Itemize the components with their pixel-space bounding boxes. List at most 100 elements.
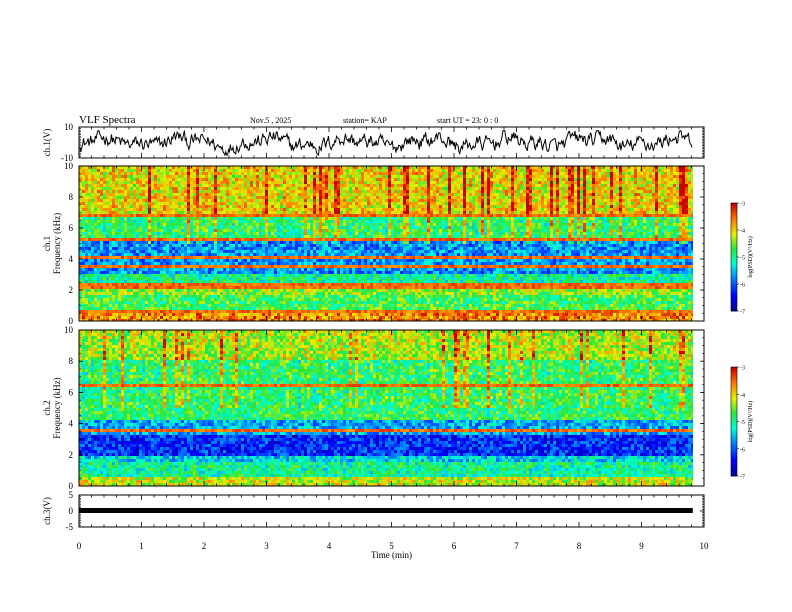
spectrogram-cell <box>565 232 569 236</box>
spectrogram-cell <box>574 223 578 227</box>
spectrogram-cell <box>580 232 584 236</box>
spectrogram-cell <box>208 190 212 194</box>
spectrogram-cell <box>556 211 560 215</box>
spectrogram-cell <box>445 184 449 188</box>
spectrogram-cell <box>544 223 548 227</box>
spectrogram-cell <box>529 223 533 227</box>
spectrogram-cell <box>487 214 491 218</box>
spectrogram-cell <box>649 208 653 212</box>
spectrogram-cell <box>223 190 227 194</box>
spectrogram-cell <box>91 166 95 170</box>
spectrogram-cell <box>457 196 461 200</box>
spectrogram-cell <box>343 211 347 215</box>
spectrogram-cell <box>652 214 656 218</box>
spectrogram-cell <box>148 190 152 194</box>
spectrogram-cell <box>538 211 542 215</box>
spectrogram-cell <box>523 220 527 224</box>
spectrogram-cell <box>205 166 209 170</box>
spectrogram-cell <box>436 193 440 197</box>
spectrogram-cell <box>523 205 527 209</box>
spectrogram-cell <box>214 178 218 182</box>
spectrogram-cell <box>547 223 551 227</box>
spectrogram-cell <box>316 181 320 185</box>
spectrogram-cell <box>307 235 311 239</box>
spectrogram-cell <box>208 193 212 197</box>
spectrogram-cell <box>175 229 179 233</box>
spectrogram-cell <box>220 187 224 191</box>
spectrogram-cell <box>283 205 287 209</box>
spectrogram-cell <box>247 205 251 209</box>
spectrogram-cell <box>679 199 683 203</box>
spectrogram-cell <box>355 214 359 218</box>
spectrogram-cell <box>655 175 659 179</box>
spectrogram-cell <box>241 196 245 200</box>
spectrogram-cell <box>286 196 290 200</box>
spectrogram-cell <box>472 217 476 221</box>
spectrogram-cell <box>322 190 326 194</box>
spectrogram-cell <box>583 187 587 191</box>
spectrogram-cell <box>562 208 566 212</box>
spectrogram-cell <box>310 235 314 239</box>
spectrogram-cell <box>490 226 494 230</box>
spectrogram-cell <box>247 217 251 221</box>
spectrogram-cell <box>367 226 371 230</box>
spectrogram-cell <box>289 169 293 173</box>
spectrogram-cell <box>190 199 194 203</box>
spectrogram-cell <box>643 205 647 209</box>
spectrogram-cell <box>661 166 665 170</box>
spectrogram-cell <box>262 193 266 197</box>
spectrogram-cell <box>112 199 116 203</box>
spectrogram-cell <box>583 226 587 230</box>
spectrogram-cell <box>358 211 362 215</box>
spectrogram-cell <box>103 199 107 203</box>
spectrogram-cell <box>655 217 659 221</box>
spectrogram-cell <box>664 223 668 227</box>
spectrogram-cell <box>484 217 488 221</box>
spectrogram-cell <box>325 202 329 206</box>
spectrogram-cell <box>397 235 401 239</box>
spectrogram-cell <box>118 190 122 194</box>
spectrogram-cell <box>673 181 677 185</box>
spectrogram-cell <box>622 217 626 221</box>
spectrogram-cell <box>97 229 101 233</box>
spectrogram-cell <box>94 226 98 230</box>
spectrogram-cell <box>133 220 137 224</box>
spectrogram-cell <box>187 169 191 173</box>
spectrogram-cell <box>526 220 530 224</box>
spectrogram-cell <box>118 178 122 182</box>
spectrogram-cell <box>430 211 434 215</box>
spectrogram-cell <box>541 184 545 188</box>
spectrogram-cell <box>607 220 611 224</box>
spectrogram-cell <box>106 184 110 188</box>
spectrogram-cell <box>94 193 98 197</box>
spectrogram-cell <box>526 178 530 182</box>
spectrogram-cell <box>262 196 266 200</box>
spectrogram-cell <box>241 169 245 173</box>
spectrogram-cell <box>178 199 182 203</box>
spectrogram-cell <box>196 220 200 224</box>
spectrogram-cell <box>406 172 410 176</box>
spectrogram-cell <box>502 196 506 200</box>
spectrogram-cell <box>571 226 575 230</box>
spectrogram-cell <box>262 226 266 230</box>
spectrogram-cell <box>139 193 143 197</box>
spectrogram-cell <box>166 187 170 191</box>
spectrogram-cell <box>88 166 92 170</box>
spectrogram-cell <box>502 208 506 212</box>
spectrogram-cell <box>523 190 527 194</box>
spectrogram-cell <box>463 175 467 179</box>
spectrogram-cell <box>613 220 617 224</box>
spectrogram-cell <box>238 190 242 194</box>
spectrogram-cell <box>187 226 191 230</box>
spectrogram-cell <box>685 223 689 227</box>
spectrogram-cell <box>502 181 506 185</box>
spectrogram-cell <box>121 211 125 215</box>
spectrogram-cell <box>115 184 119 188</box>
spectrogram-cell <box>250 229 254 233</box>
spectrogram-cell <box>130 229 134 233</box>
spectrogram-cell <box>382 199 386 203</box>
spectrogram-cell <box>454 220 458 224</box>
spectrogram-cell <box>658 199 662 203</box>
spectrogram-cell <box>364 223 368 227</box>
spectrogram-cell <box>310 226 314 230</box>
